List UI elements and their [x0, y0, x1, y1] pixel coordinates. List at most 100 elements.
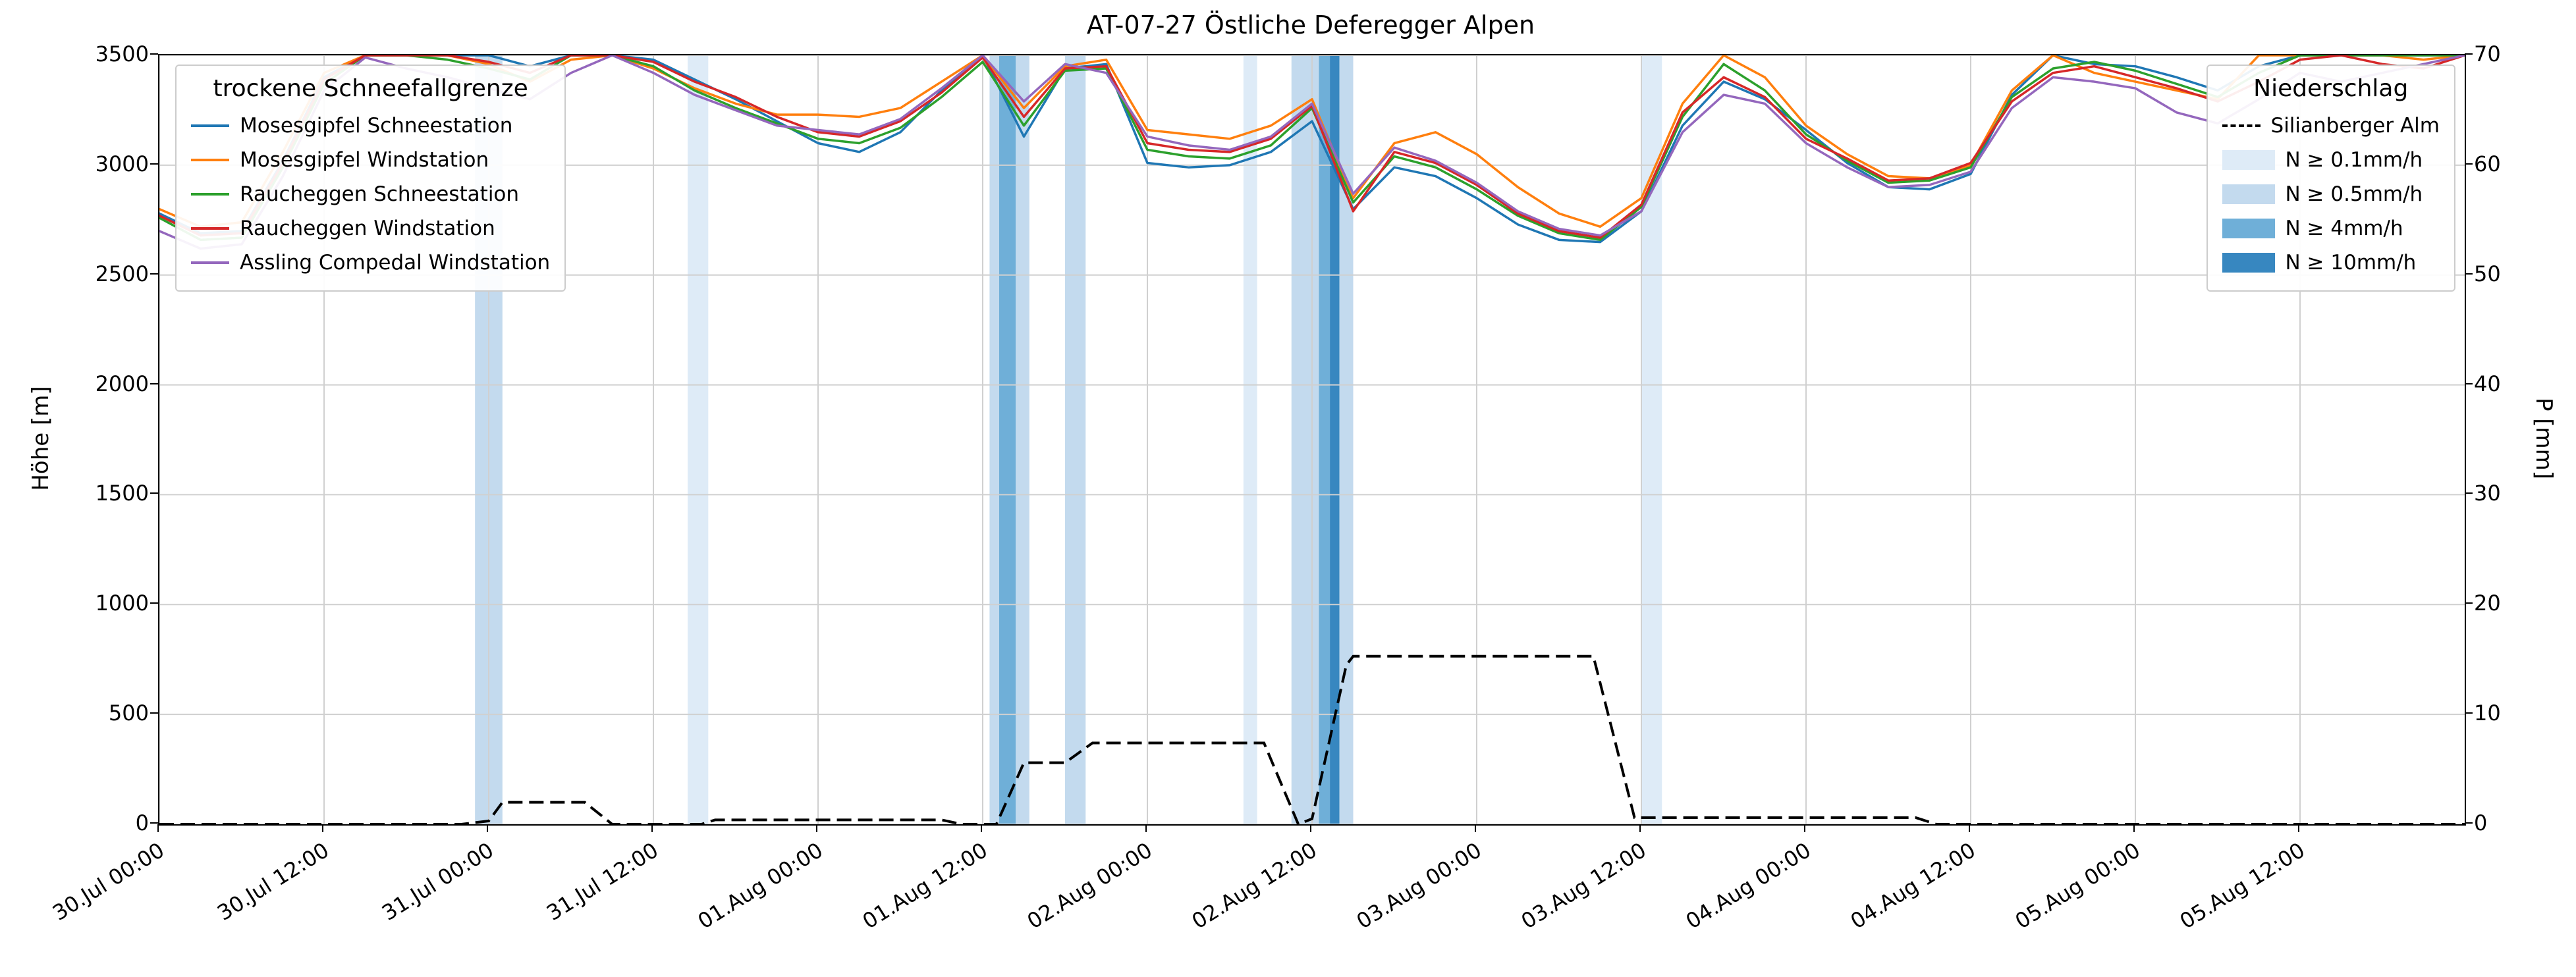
y-left-tick-mark: [150, 383, 158, 384]
legend-line-swatch: [191, 159, 229, 161]
y-left-tick-label: 1500: [95, 481, 149, 506]
x-tick-label: 01.Aug 00:00: [694, 837, 828, 934]
y-right-tick-label: 10: [2474, 700, 2501, 726]
x-tick-label: 30.Jul 12:00: [213, 837, 334, 926]
x-tick-mark: [1310, 824, 1311, 832]
legend-entry-label: Mosesgipfel Schneestation: [240, 114, 513, 138]
y-left-tick-label: 2500: [95, 261, 149, 286]
y-right-tick-mark: [2465, 712, 2473, 714]
x-tick-label: 01.Aug 12:00: [858, 837, 993, 934]
x-tick-mark: [1969, 824, 1970, 832]
x-tick-mark: [651, 824, 653, 832]
x-tick-label: 30.Jul 00:00: [48, 837, 169, 926]
y-right-tick-mark: [2465, 273, 2473, 275]
x-tick-mark: [981, 824, 982, 832]
y-right-tick-label: 20: [2474, 591, 2501, 616]
legend-line-swatch: [191, 193, 229, 196]
legend-entry-label: N ≥ 4mm/h: [2285, 217, 2403, 240]
legend-snowline-title: trockene Schneefallgrenze: [213, 75, 528, 102]
precip-sum-line: [159, 654, 2465, 824]
legend-entry: N ≥ 4mm/h: [2222, 211, 2440, 246]
y-left-tick-mark: [150, 163, 158, 165]
x-tick-label: 05.Aug 12:00: [2176, 837, 2310, 934]
legend-entry-label: N ≥ 10mm/h: [2285, 251, 2417, 275]
y-left-tick-mark: [150, 822, 158, 824]
y-right-tick-label: 70: [2474, 41, 2501, 66]
x-tick-mark: [157, 824, 159, 832]
y-left-tick-label: 1000: [95, 591, 149, 616]
legend-precip-items: Silianberger Alm N ≥ 0.1mm/h N ≥ 0.5mm/h N …: [2222, 109, 2440, 280]
legend-entry-label: Assling Compedal Windstation: [240, 251, 551, 275]
y-left-tick-mark: [150, 273, 158, 275]
x-tick-mark: [322, 824, 323, 832]
x-tick-mark: [487, 824, 488, 832]
precip-band: [1319, 55, 1330, 824]
x-tick-label: 31.Jul 00:00: [377, 837, 499, 926]
legend-precip: Niederschlag Silianberger Alm N ≥ 0.1mm/h…: [2206, 65, 2455, 292]
y-right-axis-label: P [mm]: [2531, 397, 2557, 480]
precip-band: [1243, 55, 1257, 824]
legend-line-swatch: [191, 227, 229, 230]
series-line: [159, 55, 2465, 244]
y-right-tick-label: 30: [2474, 481, 2501, 506]
x-tick-mark: [1804, 824, 1805, 832]
legend-entry: N ≥ 0.1mm/h: [2222, 143, 2440, 177]
y-left-tick-label: 3500: [95, 41, 149, 66]
y-left-axis-label: Höhe [m]: [28, 386, 54, 491]
legend-entry-label: Silianberger Alm: [2270, 114, 2440, 138]
y-left-tick-mark: [150, 712, 158, 714]
x-tick-label: 03.Aug 12:00: [1517, 837, 1651, 934]
legend-entry: Mosesgipfel Windstation: [191, 143, 550, 177]
x-tick-label: 02.Aug 12:00: [1188, 837, 1322, 934]
y-right-tick-mark: [2465, 492, 2473, 494]
y-left-tick-label: 0: [135, 810, 149, 835]
x-tick-mark: [1475, 824, 1476, 832]
precip-band: [999, 55, 1016, 824]
y-right-tick-label: 50: [2474, 261, 2501, 286]
legend-entry: N ≥ 10mm/h: [2222, 246, 2440, 280]
y-right-tick-label: 60: [2474, 151, 2501, 176]
plot-area: trockene Schneefallgrenze Mosesgipfel Sc…: [158, 54, 2466, 826]
x-tick-mark: [1639, 824, 1641, 832]
legend-patch-swatch: [2222, 184, 2275, 204]
y-left-tick-mark: [150, 53, 158, 55]
legend-entry: N ≥ 0.5mm/h: [2222, 177, 2440, 211]
x-tick-label: 04.Aug 12:00: [1846, 837, 1981, 934]
x-tick-mark: [2133, 824, 2135, 832]
y-right-tick-mark: [2465, 163, 2473, 165]
y-left-tick-mark: [150, 602, 158, 604]
legend-precip-title: Niederschlag: [2253, 75, 2409, 102]
legend-entry: Mosesgipfel Schneestation: [191, 109, 550, 143]
legend-patch-swatch: [2222, 150, 2275, 170]
y-left-tick-label: 3000: [95, 151, 149, 176]
x-tick-mark: [1145, 824, 1147, 832]
legend-patch-swatch: [2222, 253, 2275, 273]
x-tick-label: 02.Aug 00:00: [1023, 837, 1157, 934]
legend-entry: Silianberger Alm: [2222, 109, 2440, 143]
precip-band: [1065, 55, 1086, 824]
chart-title: AT-07-27 Östliche Deferegger Alpen: [1086, 11, 1535, 40]
y-right-tick-label: 40: [2474, 371, 2501, 396]
y-left-tick-label: 2000: [95, 371, 149, 396]
precip-band: [1291, 55, 1319, 824]
legend-entry-label: Mosesgipfel Windstation: [240, 148, 489, 172]
y-right-tick-mark: [2465, 822, 2473, 824]
precip-band: [688, 55, 709, 824]
x-tick-label: 04.Aug 00:00: [1682, 837, 1816, 934]
legend-entry-label: N ≥ 0.5mm/h: [2285, 182, 2423, 206]
x-tick-mark: [2298, 824, 2299, 832]
legend-entry: Raucheggen Windstation: [191, 211, 550, 246]
legend-patch-swatch: [2222, 219, 2275, 238]
x-tick-mark: [816, 824, 817, 832]
precip-band: [989, 55, 999, 824]
legend-snowline: trockene Schneefallgrenze Mosesgipfel Sc…: [175, 65, 566, 292]
y-right-tick-label: 0: [2474, 810, 2488, 835]
legend-entry-label: Raucheggen Schneestation: [240, 182, 520, 206]
y-left-tick-label: 500: [108, 700, 149, 726]
y-left-tick-mark: [150, 492, 158, 494]
y-right-tick-mark: [2465, 53, 2473, 55]
precip-band: [1339, 55, 1354, 824]
y-right-tick-mark: [2465, 383, 2473, 384]
legend-entry: Assling Compedal Windstation: [191, 246, 550, 280]
